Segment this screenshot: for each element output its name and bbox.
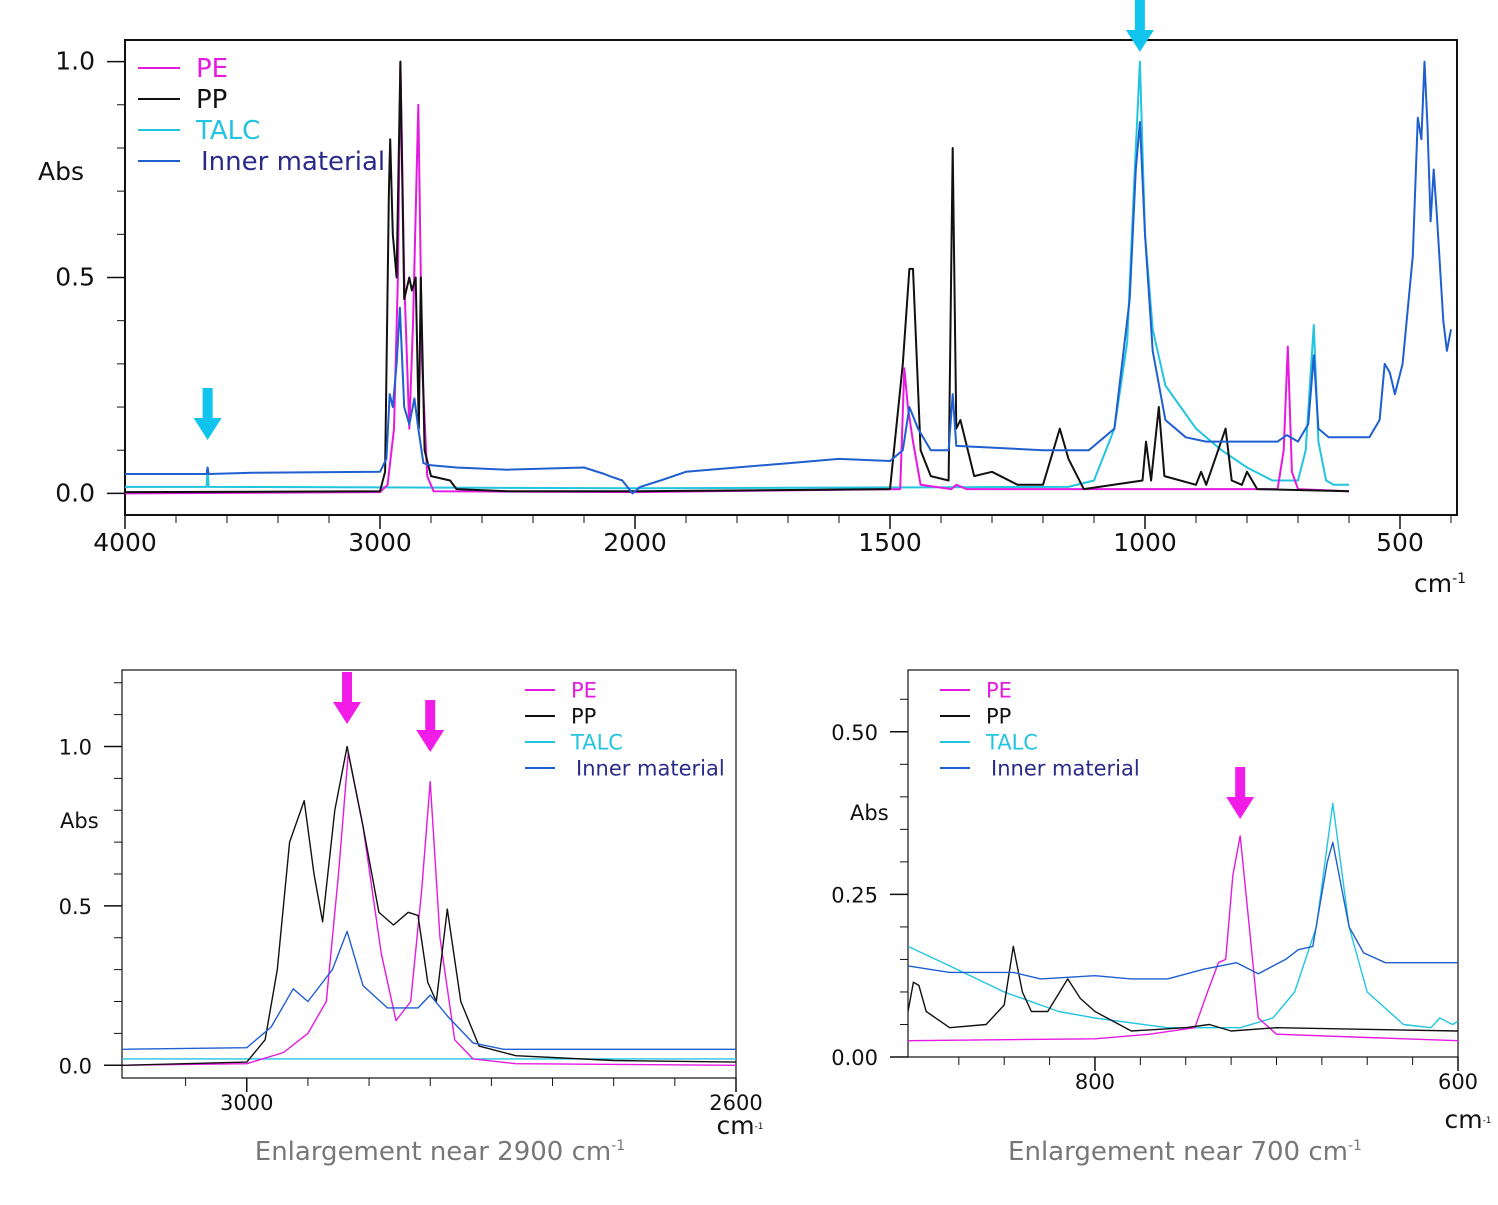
x-tick-label: 600 <box>1438 1070 1478 1094</box>
x-tick-label: 500 <box>1376 528 1424 557</box>
x-tick-label: 4000 <box>93 528 157 557</box>
legend-label: TALC <box>570 730 623 754</box>
x-tick-label: 1500 <box>858 528 922 557</box>
series-line-inner-material <box>125 60 1452 495</box>
series-line-pe <box>908 835 1458 1042</box>
series-line-pe <box>125 60 1350 495</box>
arrow-marker <box>1125 0 1154 52</box>
x-tick-label: 3000 <box>220 1091 273 1115</box>
chart-caption: Enlargement near 700 cm-1 <box>1008 1137 1362 1167</box>
legend-label: Inner material <box>201 147 385 177</box>
full-spectrum-chart: 0.0 0.5 1.0 4000 3000 2000 1500 1000 500 Abs cm-1 P… <box>38 0 1466 598</box>
x-tick-label: 1000 <box>1113 528 1177 557</box>
legend-label: Inner material <box>991 756 1140 780</box>
series-line-talc <box>125 60 1349 490</box>
y-tick-label: 0.0 <box>55 478 95 507</box>
series-line-inner-material <box>908 841 1458 980</box>
series-line-pp <box>908 945 1458 1032</box>
y-axis-label: Abs <box>60 809 99 833</box>
x-axis-unit: cm-1 <box>716 1111 763 1140</box>
y-tick-label: 0.00 <box>831 1046 878 1070</box>
legend-label: PE <box>571 678 597 702</box>
x-tick-label: 2600 <box>709 1091 762 1115</box>
series-line-inner-material <box>122 930 736 1050</box>
series-line-pp <box>125 60 1350 494</box>
legend-label: PP <box>196 85 227 115</box>
y-tick-label: 0.5 <box>55 263 95 292</box>
y-tick-label: 1.0 <box>55 47 95 76</box>
x-tick-label: 2000 <box>603 528 667 557</box>
x-tick-label: 3000 <box>348 528 412 557</box>
legend-label: TALC <box>985 730 1038 754</box>
series-line-pe <box>122 752 736 1066</box>
x-axis-unit: cm-1 <box>1414 569 1466 598</box>
y-axis-label: Abs <box>38 157 84 186</box>
legend-label: PE <box>196 54 228 84</box>
y-tick-label: 0.5 <box>59 895 92 919</box>
y-axis-label: Abs <box>850 801 889 825</box>
legend-label: TALC <box>195 116 260 146</box>
plot-frame <box>907 669 1459 1058</box>
arrow-marker <box>416 700 445 752</box>
arrow-marker <box>333 672 362 724</box>
y-tick-label: 1.0 <box>59 736 92 760</box>
arrow-marker <box>1226 767 1255 819</box>
series-line-pp <box>122 745 736 1066</box>
x-tick-label: 800 <box>1075 1070 1115 1094</box>
legend-label: Inner material <box>576 756 725 780</box>
series-line-talc <box>908 802 1458 1029</box>
y-tick-label: 0.25 <box>831 883 878 907</box>
arrow-marker <box>193 388 222 440</box>
plot-frame <box>124 39 1458 516</box>
legend-label: PP <box>986 704 1011 728</box>
y-tick-label: 0.0 <box>59 1054 92 1078</box>
chart-caption: Enlargement near 2900 cm-1 <box>255 1137 625 1167</box>
y-tick-label: 0.50 <box>831 721 878 745</box>
x-axis-unit: cm-1 <box>1444 1105 1491 1134</box>
legend-label: PP <box>571 704 596 728</box>
legend-label: PE <box>986 678 1012 702</box>
